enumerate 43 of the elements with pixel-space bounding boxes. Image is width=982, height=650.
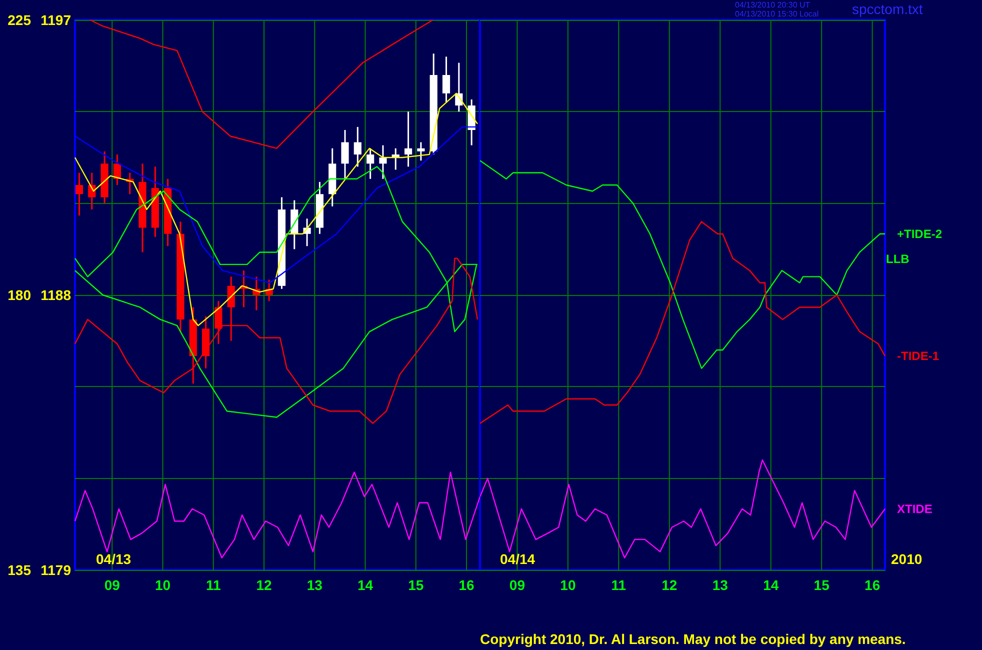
annotation: 04/13 [96, 551, 132, 567]
y2-tick-label: 135 [8, 562, 32, 578]
x-tick-label: 14 [763, 577, 779, 593]
series-label: XTIDE [897, 502, 932, 516]
x-tick-label: 15 [408, 577, 424, 593]
line-series [90, 19, 434, 149]
x-tick-label: 11 [611, 577, 626, 593]
text: 2010 [891, 551, 922, 567]
candlestick [379, 144, 387, 180]
annotation: 04/14 [500, 551, 536, 567]
candlestick [417, 141, 425, 162]
candlestick [341, 129, 349, 180]
text: LLB [886, 252, 910, 266]
x-tick-label: 12 [256, 577, 272, 593]
y-tick-label: 1197 [40, 12, 72, 28]
x-tick-label: 13 [306, 577, 323, 593]
candlestick [442, 56, 450, 104]
candlestick [214, 300, 222, 345]
x-tick-label: 16 [864, 577, 880, 593]
candlestick [75, 172, 84, 216]
series-label: +TIDE-2 [897, 226, 942, 241]
text: 04/13/2010 20:30 UT [735, 0, 810, 10]
candlestick [354, 126, 362, 168]
x-tick-label: 12 [662, 577, 678, 593]
x-tick-label: 13 [712, 577, 728, 593]
y2-tick-label: 225 [8, 12, 32, 28]
x-tick-label: 14 [357, 577, 374, 593]
candlestick [366, 148, 374, 180]
x-tick-label: 15 [814, 577, 830, 593]
x-tick-label: 16 [458, 577, 474, 593]
x-tick-label: 10 [560, 577, 576, 593]
x-tick-label: 09 [104, 577, 120, 593]
text: 04/13/2010 15:30 Local [735, 10, 819, 18]
y-tick-label: 1179 [40, 562, 72, 578]
text: Copyright 2010, Dr. Al Larson. May not be copied by any means. [480, 631, 906, 647]
x-tick-label: 10 [154, 577, 171, 593]
x-tick-label: 09 [509, 577, 526, 593]
y-tick-label: 1188 [40, 287, 72, 303]
series-label: -TIDE-1 [897, 349, 940, 364]
candlestick [404, 110, 412, 168]
y2-tick-label: 180 [8, 287, 32, 303]
text: spcctom.txt [852, 1, 923, 17]
x-tick-label: 11 [206, 577, 221, 593]
